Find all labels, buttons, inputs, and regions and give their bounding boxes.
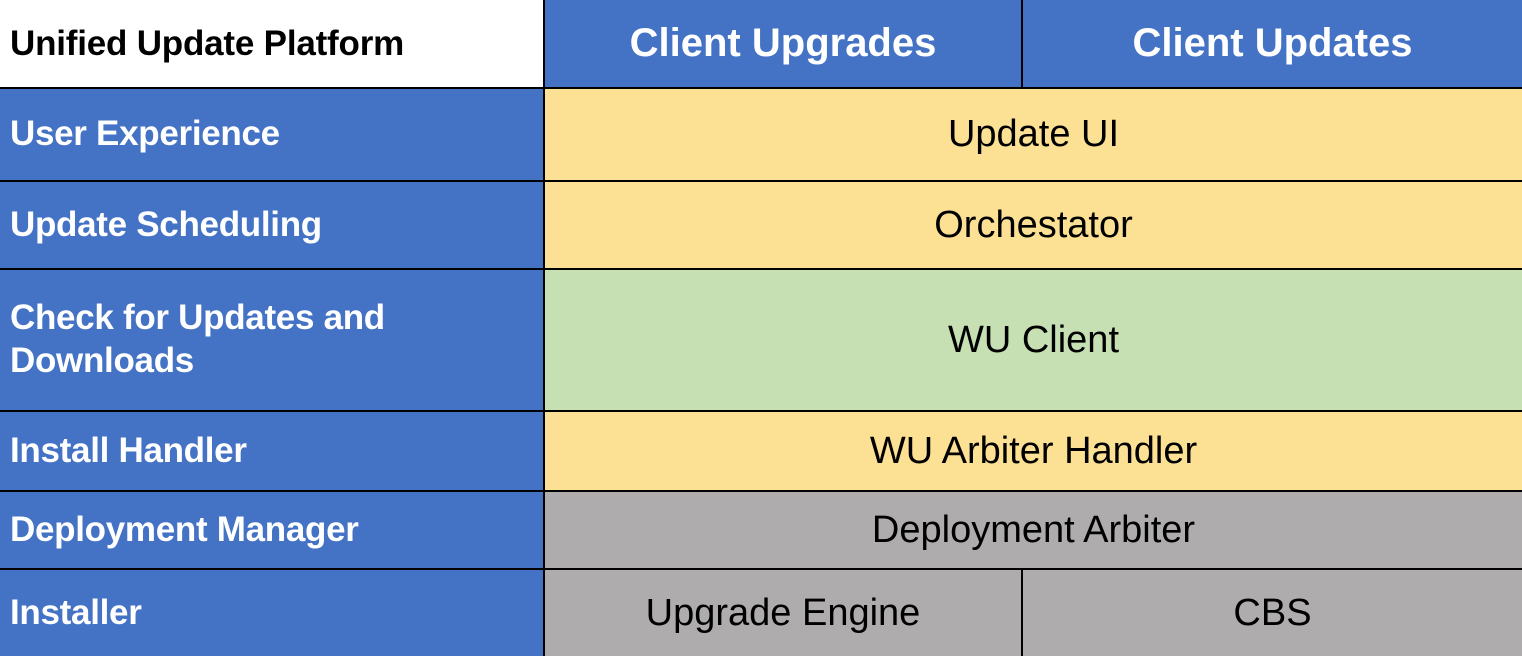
table-row: User Experience Update UI (0, 87, 1522, 182)
table-header-row: Unified Update Platform Client Upgrades … (0, 0, 1522, 89)
row-label-update-scheduling: Update Scheduling (0, 180, 545, 270)
cell-upgrade-engine: Upgrade Engine (543, 568, 1023, 656)
table-row: Update Scheduling Orchestator (0, 180, 1522, 270)
cell-cbs: CBS (1021, 568, 1522, 656)
cell-wu-client: WU Client (543, 268, 1522, 412)
row-label-deployment-manager: Deployment Manager (0, 490, 545, 570)
table-row: Deployment Manager Deployment Arbiter (0, 490, 1522, 570)
row-label-check-for-updates-and-downloads: Check for Updates and Downloads (0, 268, 545, 412)
row-label-user-experience: User Experience (0, 87, 545, 182)
cell-update-ui: Update UI (543, 87, 1522, 182)
cell-orchestator: Orchestator (543, 180, 1522, 270)
table-row: Install Handler WU Arbiter Handler (0, 410, 1522, 492)
row-label-install-handler: Install Handler (0, 410, 545, 492)
column-header-client-updates: Client Updates (1021, 0, 1522, 89)
cell-deployment-arbiter: Deployment Arbiter (543, 490, 1522, 570)
row-label-installer: Installer (0, 568, 545, 656)
column-header-client-upgrades: Client Upgrades (543, 0, 1023, 89)
table-row: Check for Updates and Downloads WU Clien… (0, 268, 1522, 412)
cell-wu-arbiter-handler: WU Arbiter Handler (543, 410, 1522, 492)
table-row: Installer Upgrade Engine CBS (0, 568, 1522, 656)
page-title: Unified Update Platform (0, 0, 545, 89)
